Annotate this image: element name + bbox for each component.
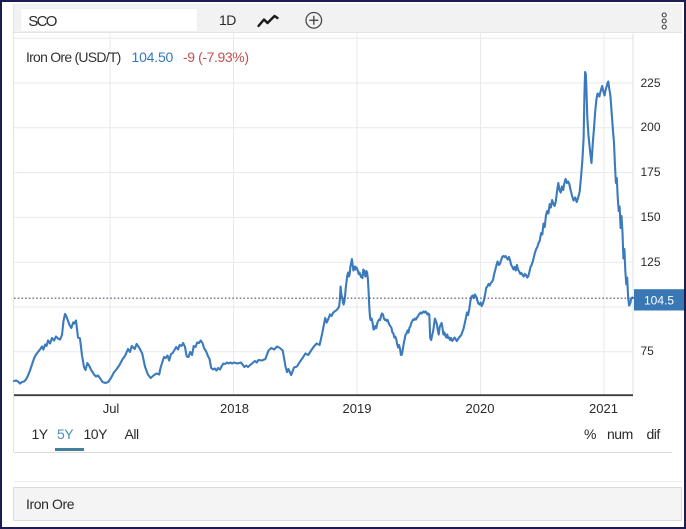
svg-text:104.5: 104.5 — [644, 294, 674, 308]
